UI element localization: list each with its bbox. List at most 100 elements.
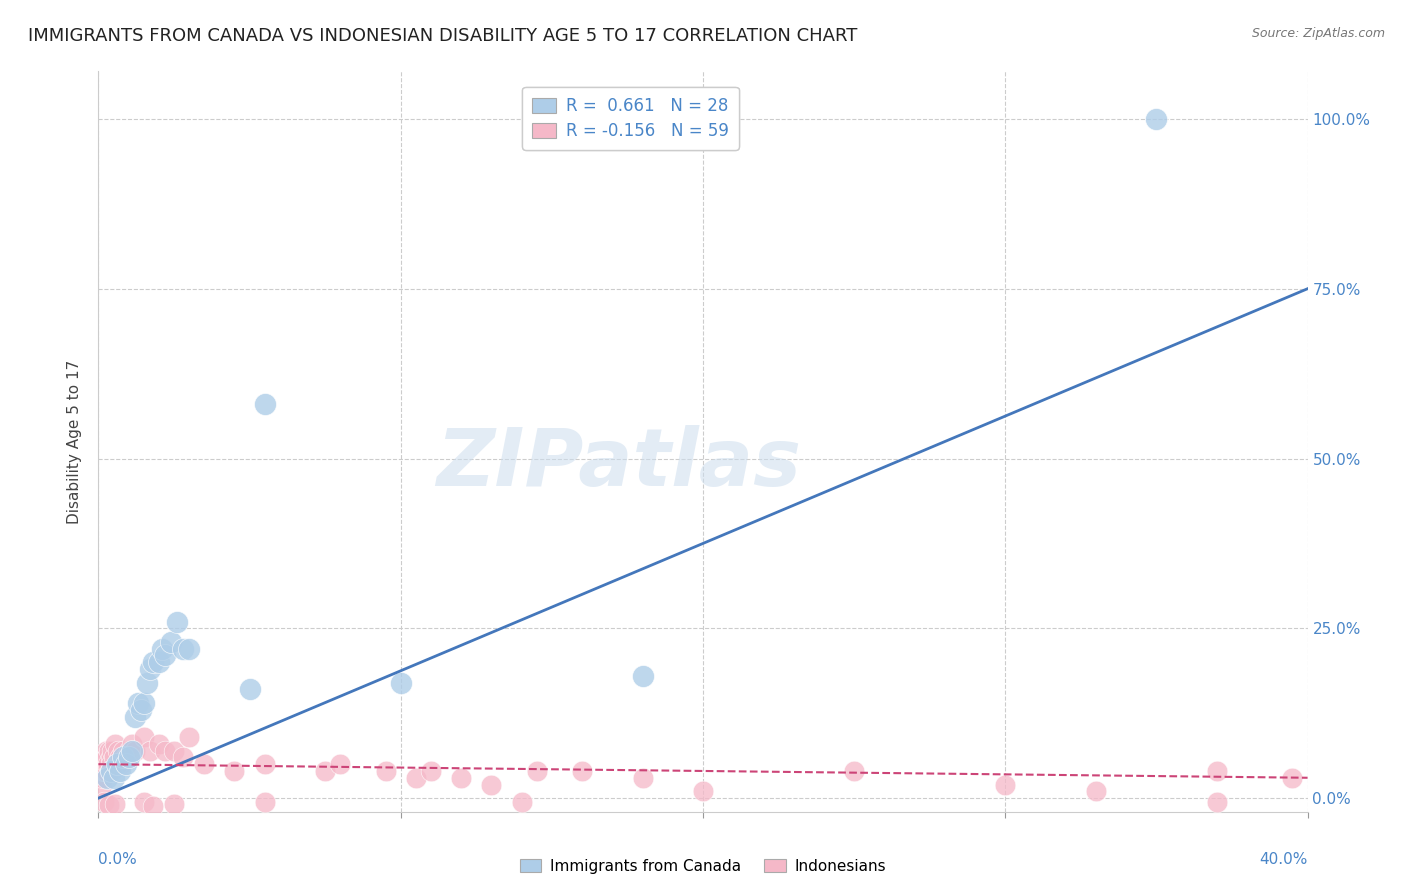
Point xyxy=(1206,764,1229,778)
Point xyxy=(89,771,111,785)
Point xyxy=(405,771,427,785)
Point xyxy=(93,795,115,809)
Point xyxy=(132,696,155,710)
Point xyxy=(179,641,201,656)
Point xyxy=(1146,112,1168,126)
Point xyxy=(118,743,141,757)
Point xyxy=(93,757,115,772)
Point xyxy=(139,743,162,757)
Point xyxy=(101,743,124,757)
Point xyxy=(253,795,276,809)
Point xyxy=(100,757,122,772)
Point xyxy=(420,764,443,778)
Text: Source: ZipAtlas.com: Source: ZipAtlas.com xyxy=(1251,27,1385,40)
Point xyxy=(172,641,194,656)
Point xyxy=(107,743,129,757)
Point xyxy=(142,655,165,669)
Point xyxy=(153,648,176,663)
Point xyxy=(118,750,141,764)
Point xyxy=(124,709,146,723)
Point xyxy=(93,750,115,764)
Point xyxy=(96,750,118,764)
Point xyxy=(510,795,533,809)
Text: IMMIGRANTS FROM CANADA VS INDONESIAN DISABILITY AGE 5 TO 17 CORRELATION CHART: IMMIGRANTS FROM CANADA VS INDONESIAN DIS… xyxy=(28,27,858,45)
Point xyxy=(91,771,114,785)
Point xyxy=(93,764,115,778)
Point xyxy=(1085,784,1108,798)
Point xyxy=(150,641,173,656)
Point xyxy=(239,682,262,697)
Point xyxy=(571,764,593,778)
Point xyxy=(142,799,165,814)
Point xyxy=(844,764,866,778)
Point xyxy=(163,797,186,811)
Point xyxy=(389,675,412,690)
Text: 40.0%: 40.0% xyxy=(1260,853,1308,867)
Y-axis label: Disability Age 5 to 17: Disability Age 5 to 17 xyxy=(67,359,83,524)
Point xyxy=(631,771,654,785)
Point xyxy=(97,757,120,772)
Point xyxy=(153,743,176,757)
Point xyxy=(90,764,112,778)
Point xyxy=(103,750,125,764)
Point xyxy=(994,778,1017,792)
Point xyxy=(96,757,118,772)
Point xyxy=(160,635,183,649)
Legend: R =  0.661   N = 28, R = -0.156   N = 59: R = 0.661 N = 28, R = -0.156 N = 59 xyxy=(523,87,738,150)
Text: 0.0%: 0.0% xyxy=(98,853,138,867)
Point xyxy=(111,743,134,757)
Point xyxy=(450,771,472,785)
Point xyxy=(253,397,276,411)
Point xyxy=(481,778,503,792)
Point xyxy=(121,743,143,757)
Point xyxy=(94,743,117,757)
Point xyxy=(98,797,121,812)
Point xyxy=(94,764,117,778)
Point xyxy=(111,750,134,764)
Point xyxy=(314,764,336,778)
Point xyxy=(132,795,155,809)
Point xyxy=(91,764,114,778)
Point xyxy=(104,797,127,811)
Point xyxy=(1281,771,1303,785)
Point xyxy=(526,764,548,778)
Point xyxy=(631,669,654,683)
Point xyxy=(193,757,215,772)
Point xyxy=(108,750,131,764)
Point xyxy=(94,757,117,772)
Point xyxy=(114,757,136,772)
Point xyxy=(253,757,276,772)
Point xyxy=(692,784,714,798)
Point xyxy=(114,750,136,764)
Point xyxy=(121,737,143,751)
Point xyxy=(148,737,170,751)
Point xyxy=(124,743,146,757)
Point xyxy=(91,778,114,792)
Point xyxy=(100,750,122,764)
Point xyxy=(1206,795,1229,809)
Point xyxy=(90,771,112,785)
Point xyxy=(108,764,131,778)
Point xyxy=(135,675,157,690)
Point xyxy=(329,757,352,772)
Point xyxy=(100,764,122,778)
Point xyxy=(105,757,128,772)
Point xyxy=(163,743,186,757)
Point xyxy=(374,764,396,778)
Point xyxy=(166,615,188,629)
Point xyxy=(104,737,127,751)
Point xyxy=(98,764,121,778)
Point xyxy=(96,750,118,764)
Point xyxy=(98,743,121,757)
Text: ZIPatlas: ZIPatlas xyxy=(436,425,801,503)
Point xyxy=(224,764,246,778)
Point xyxy=(132,730,155,744)
Legend: Immigrants from Canada, Indonesians: Immigrants from Canada, Indonesians xyxy=(513,853,893,880)
Point xyxy=(105,757,128,772)
Point xyxy=(110,757,132,772)
Point xyxy=(90,757,112,772)
Point xyxy=(148,655,170,669)
Point xyxy=(127,696,149,710)
Point xyxy=(179,730,201,744)
Point xyxy=(96,771,118,785)
